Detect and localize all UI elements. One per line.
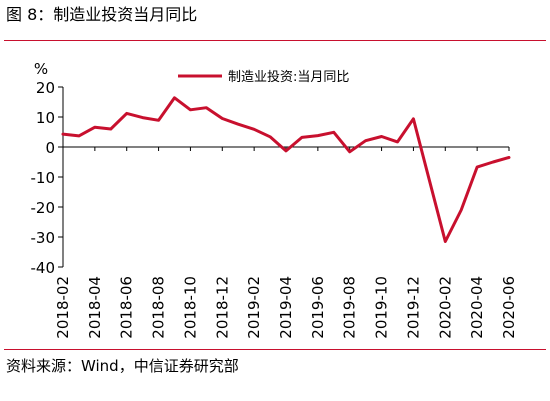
title-divider	[4, 40, 546, 41]
source-note: 资料来源：Wind，中信证券研究部	[6, 357, 239, 375]
x-axis-ticks: 2018-02 2018-04 2018-06 2018-08 2018-10 2018-…	[54, 147, 518, 339]
x-tick-label: 2018-10	[181, 276, 199, 339]
x-tick-label: 2018-12	[213, 276, 231, 339]
y-tick-label: 20	[36, 79, 55, 97]
series-line	[61, 96, 511, 243]
y-axis-ticks: 20 10 0 -10 -20 -30 -40	[31, 79, 63, 277]
x-tick-label: 2018-06	[118, 276, 136, 339]
y-tick-label: -10	[31, 169, 56, 187]
y-tick-label: -20	[31, 199, 56, 217]
y-tick-label: 10	[36, 109, 55, 127]
y-tick-label: 0	[45, 139, 55, 157]
x-tick-label: 2018-08	[150, 276, 168, 339]
x-tick-label: 2019-08	[341, 276, 359, 339]
figure-title: 图 8：制造业投资当月同比	[6, 5, 198, 24]
x-tick-label: 2018-02	[54, 276, 72, 339]
x-tick-label: 2019-10	[373, 276, 391, 339]
x-tick-label: 2020-04	[468, 276, 486, 339]
series-layer	[61, 96, 511, 243]
x-tick-label: 2020-06	[500, 276, 518, 339]
x-tick-label: 2018-04	[86, 276, 104, 339]
legend-label: 制造业投资:当月同比	[228, 69, 349, 85]
y-tick-label: -30	[31, 229, 56, 247]
source-divider	[4, 349, 546, 350]
x-tick-label: 2020-02	[436, 276, 454, 339]
legend: 制造业投资:当月同比	[178, 69, 349, 85]
x-tick-label: 2019-04	[277, 276, 295, 339]
x-tick-label: 2019-06	[309, 276, 327, 339]
x-tick-label: 2019-02	[245, 276, 263, 339]
y-tick-label: -40	[31, 259, 56, 277]
x-tick-label: 2019-12	[404, 276, 422, 339]
y-axis-unit-label: %	[34, 60, 48, 78]
